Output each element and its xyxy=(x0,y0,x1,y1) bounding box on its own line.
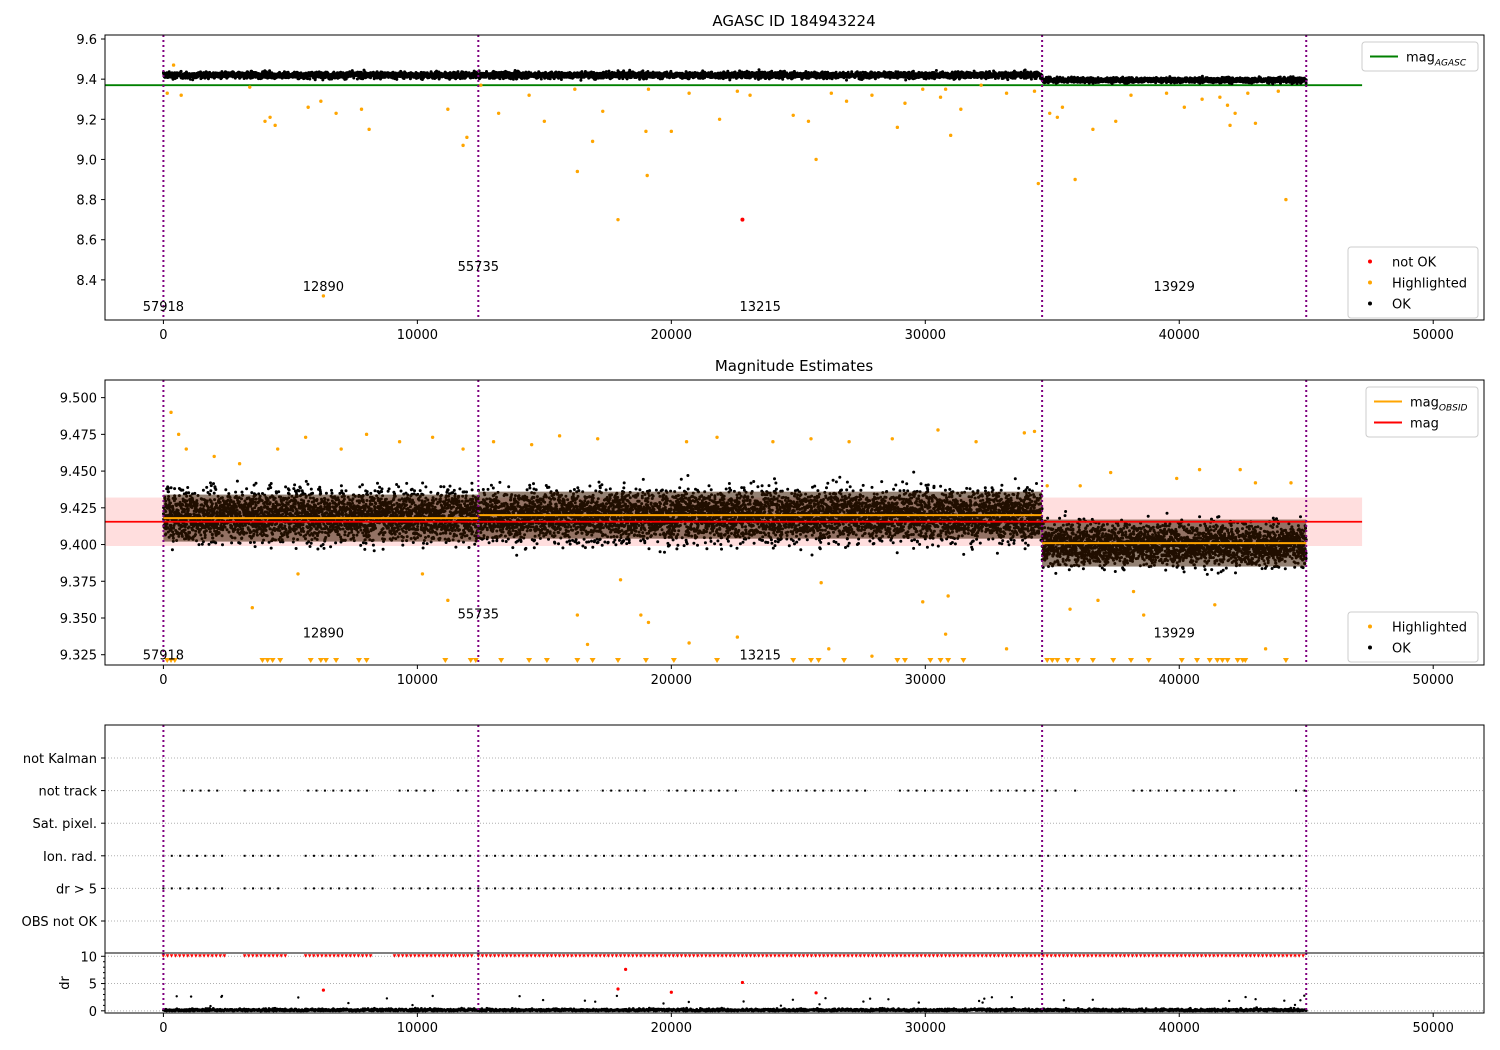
p1-ok-point xyxy=(1029,70,1033,74)
p1-ok-point xyxy=(638,77,642,81)
p1-ok-point xyxy=(641,69,645,73)
p1-ok-point xyxy=(904,78,908,82)
p1-ok-point xyxy=(733,70,737,74)
p1-ok-point xyxy=(559,78,563,81)
panel-agasc: AGASC ID 184943224 579181289055735132151… xyxy=(76,12,1485,343)
p1-ok-point xyxy=(1029,77,1033,81)
p1-ok-point xyxy=(757,68,761,72)
p1-ok-point xyxy=(740,76,744,80)
p1-ok-point xyxy=(579,78,583,82)
panel-agasc-title: AGASC ID 184943224 xyxy=(712,12,875,30)
p1-ok-point xyxy=(395,77,399,81)
p1-ok-point xyxy=(308,77,312,81)
p1-ok-point xyxy=(728,78,732,82)
p1-ok-point xyxy=(1023,68,1027,72)
p1-ok-point xyxy=(315,70,319,74)
p1-ok-point xyxy=(188,77,192,81)
p1-ok-point xyxy=(845,78,848,82)
p1-ok-point xyxy=(934,69,938,72)
p1-ok-point xyxy=(911,69,915,73)
p1-ok-point xyxy=(604,70,608,74)
p1-ok-point xyxy=(456,70,460,74)
p1-ok-point xyxy=(191,78,195,82)
p1-ok-point xyxy=(355,77,359,81)
p1-ok-point xyxy=(352,76,356,80)
p1-ok-point xyxy=(927,76,931,80)
p1-ok-point xyxy=(179,70,183,74)
p1-ok-point xyxy=(1006,78,1010,82)
p1-ok-point xyxy=(539,77,543,81)
